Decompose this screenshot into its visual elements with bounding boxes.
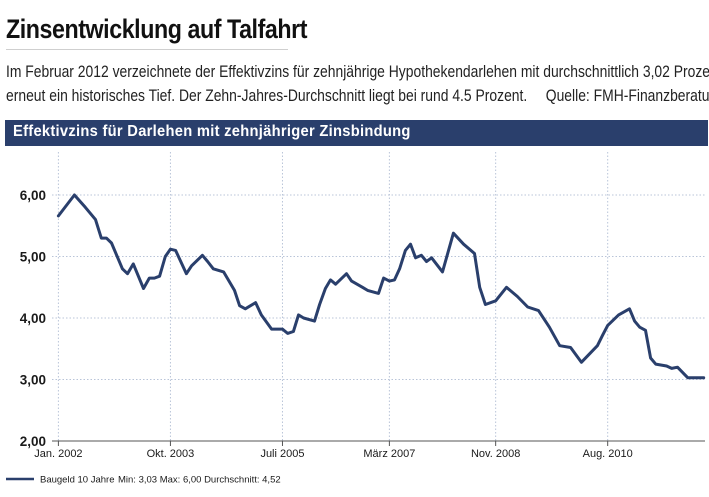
intro-line-1: Im Februar 2012 verzeichnete der Effekti… [6, 63, 709, 81]
x-tick-label: März 2007 [363, 448, 415, 460]
line-chart: 2,003,004,005,006,00 Jan. 2002 Okt. 2003 J… [6, 152, 706, 486]
x-tick-label: Nov. 2008 [471, 448, 520, 460]
x-tick-label: Aug. 2010 [583, 448, 633, 460]
legend-stats: Min: 3,03 Max: 6,00 Durchschnitt: 4,52 [118, 475, 281, 486]
source-credit: Quelle: FMH-Finanzberatung [545, 87, 709, 105]
y-tick-label: 4,00 [20, 311, 46, 326]
page-title: Zinsentwicklung auf Talfahrt [6, 14, 308, 44]
y-tick-label: 5,00 [20, 250, 46, 265]
legend-entry: Baugeld 10 Jahre [40, 475, 114, 486]
series-line-baugeld [56, 193, 706, 380]
chart-banner: Effektivzins für Darlehen mit zehnjährig… [5, 120, 708, 146]
intro-text: Im Februar 2012 verzeichnete der Effekti… [6, 60, 709, 108]
y-tick-label: 6,00 [20, 188, 46, 203]
gridlines [52, 152, 705, 442]
y-tick-label: 3,00 [20, 373, 46, 388]
intro-line-2-text: erneut ein historisches Tief. Der Zehn-J… [6, 87, 528, 105]
y-axis-ticks: 2,00 3,00 4,00 5,00 6,00 [20, 188, 46, 449]
x-tick-label: Okt. 2003 [147, 448, 195, 460]
chart-title: Effektivzins für Darlehen mit zehnjährig… [13, 123, 411, 140]
x-tick-label: Juli 2005 [260, 448, 304, 460]
x-tick-label: Jan. 2002 [34, 448, 82, 460]
y-tick-label: 2,00 [20, 434, 46, 449]
intro-line-2: erneut ein historisches Tief. Der Zehn-J… [6, 84, 709, 108]
title-divider [6, 49, 288, 50]
x-axis-ticks: Jan. 2002 Okt. 2003 Juli 2005 März 2007 Nov.… [34, 441, 633, 460]
legend: Baugeld 10 Jahre Min: 3,03 Max: 6,00 Durc… [6, 475, 281, 486]
series-layer [56, 193, 706, 380]
